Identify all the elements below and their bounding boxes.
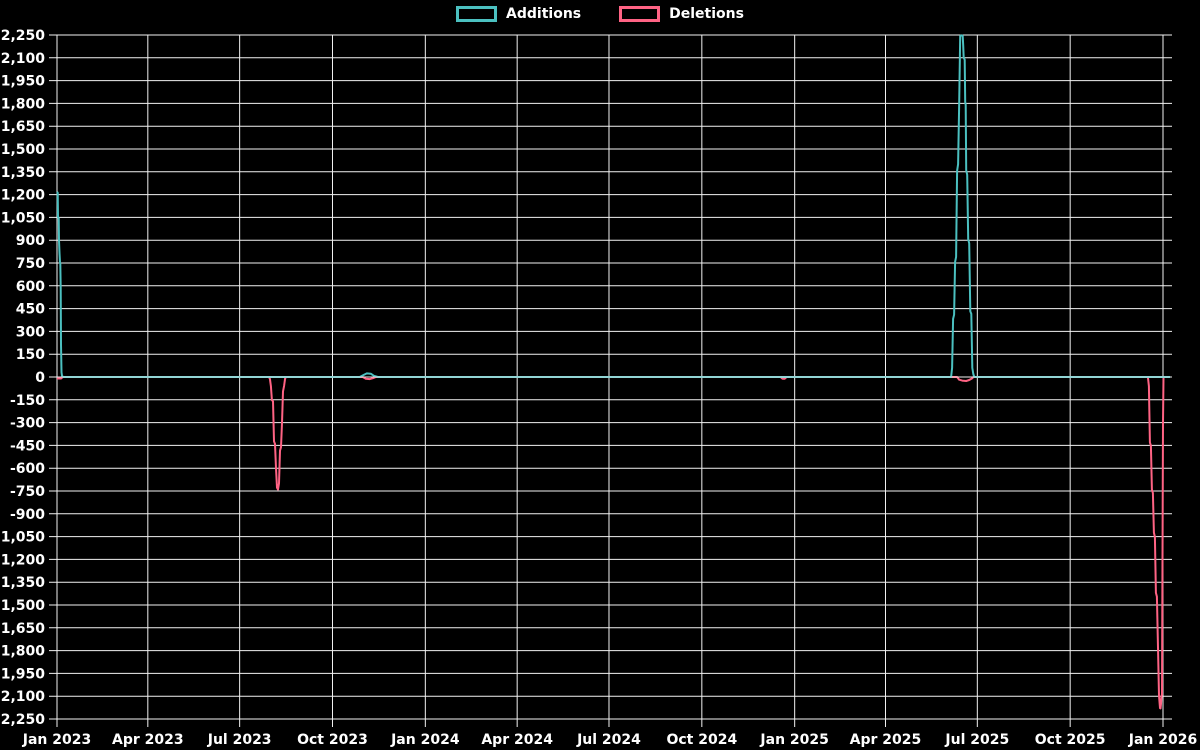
y-axis-tick-label: 2,250 xyxy=(1,28,46,44)
y-axis-tick-label: 600 xyxy=(16,279,45,295)
x-axis-tick-label: Oct 2024 xyxy=(666,732,737,748)
legend-item-additions[interactable]: Additions xyxy=(456,6,581,22)
y-axis-tick-label: 1,950 xyxy=(1,74,46,90)
y-axis-tick-label: -1,800 xyxy=(0,644,45,660)
chart-legend: Additions Deletions xyxy=(0,6,1200,22)
y-axis-tick-label: 300 xyxy=(16,324,45,340)
x-axis-tick-label: Jan 2024 xyxy=(390,732,460,748)
x-axis-tick-label: Oct 2023 xyxy=(297,732,368,748)
y-axis-tick-label: 1,650 xyxy=(1,119,46,135)
y-axis-tick-label: -2,250 xyxy=(0,712,45,728)
y-axis-tick-label: 900 xyxy=(16,233,45,249)
x-axis-tick-label: Jan 2026 xyxy=(1128,732,1197,748)
x-axis-tick-label: Oct 2025 xyxy=(1035,732,1106,748)
x-axis-tick-label: Apr 2023 xyxy=(112,732,184,748)
x-axis-tick-label: Jul 2023 xyxy=(207,732,272,748)
y-axis-tick-label: -1,200 xyxy=(0,552,45,568)
y-axis-tick-label: -450 xyxy=(10,438,45,454)
deletions-swatch-icon xyxy=(619,6,661,22)
x-axis-tick-label: Jan 2023 xyxy=(22,732,91,748)
y-axis-tick-label: 750 xyxy=(16,256,45,272)
x-axis-tick-label: Jan 2025 xyxy=(759,732,828,748)
x-axis-tick-label: Jul 2024 xyxy=(576,732,641,748)
y-axis-tick-label: 1,200 xyxy=(1,188,46,204)
y-axis-tick-label: 1,350 xyxy=(1,165,46,181)
y-axis-tick-label: 150 xyxy=(16,347,45,363)
x-axis-tick-label: Apr 2025 xyxy=(850,732,922,748)
y-axis-tick-label: -750 xyxy=(10,484,45,500)
y-axis-tick-label: -150 xyxy=(10,393,45,409)
y-axis-tick-label: -1,050 xyxy=(0,530,45,546)
y-axis-tick-label: 1,800 xyxy=(1,96,46,112)
y-axis-tick-label: -900 xyxy=(10,507,45,523)
y-axis-tick-label: 0 xyxy=(35,370,45,386)
y-axis-tick-label: -600 xyxy=(10,461,45,477)
y-axis-tick-label: -1,350 xyxy=(0,575,45,591)
y-axis-tick-label: -2,100 xyxy=(0,689,45,705)
additions-line xyxy=(56,34,1171,378)
deletions-line xyxy=(57,376,1167,710)
y-axis-tick-label: 450 xyxy=(16,302,45,318)
x-axis-tick-label: Jul 2025 xyxy=(944,732,1009,748)
legend-item-deletions[interactable]: Deletions xyxy=(619,6,744,22)
y-axis-tick-label: -1,500 xyxy=(0,598,45,614)
y-axis-tick-label: -1,950 xyxy=(0,666,45,682)
legend-label-additions: Additions xyxy=(506,6,582,22)
y-axis-tick-label: 1,050 xyxy=(1,210,46,226)
legend-label-deletions: Deletions xyxy=(669,6,744,22)
y-axis-tick-label: 1,500 xyxy=(1,142,46,158)
y-axis-tick-label: -1,650 xyxy=(0,621,45,637)
x-axis-tick-label: Apr 2024 xyxy=(481,732,553,748)
additions-swatch-icon xyxy=(456,6,498,22)
y-axis-tick-label: -300 xyxy=(10,416,45,432)
y-axis-tick-label: 2,100 xyxy=(1,51,46,67)
